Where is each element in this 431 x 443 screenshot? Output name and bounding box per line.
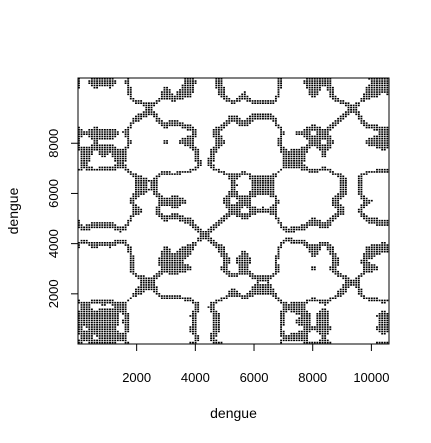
- x-tick-label: 2000: [122, 370, 151, 385]
- y-axis-title: dengue: [5, 187, 21, 234]
- x-tick-label: 10000: [353, 370, 389, 385]
- x-tick-label: 4000: [181, 370, 210, 385]
- x-tick-label: 8000: [298, 370, 327, 385]
- y-axis: 2000 4000 6000 8000: [46, 129, 78, 308]
- y-tick-label: 2000: [46, 279, 61, 308]
- x-axis: 2000 4000 6000 8000 10000: [122, 344, 389, 385]
- dot-matrix: [78, 78, 389, 344]
- plot-frame: [77, 77, 390, 345]
- y-tick-label: 8000: [46, 129, 61, 158]
- y-tick-label: 6000: [46, 179, 61, 208]
- x-axis-title: dengue: [210, 405, 257, 421]
- x-tick-label: 6000: [240, 370, 269, 385]
- dot-cells: [78, 78, 389, 344]
- y-tick-label: 4000: [46, 229, 61, 258]
